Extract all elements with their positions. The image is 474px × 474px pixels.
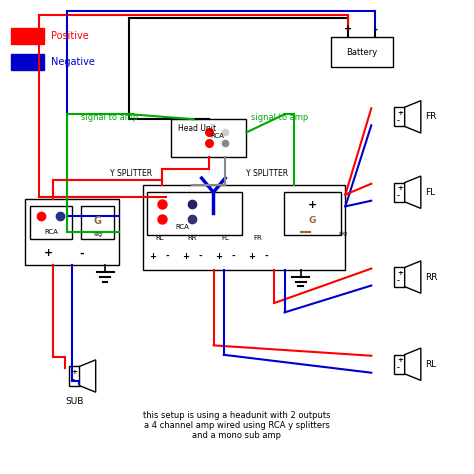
- Polygon shape: [80, 360, 96, 392]
- Text: -: -: [72, 377, 74, 383]
- Text: Negative: Negative: [51, 57, 95, 67]
- FancyBboxPatch shape: [394, 107, 405, 127]
- Text: +: +: [149, 252, 155, 261]
- Text: RCA: RCA: [176, 224, 190, 230]
- Text: -: -: [397, 118, 400, 124]
- Text: RR: RR: [188, 235, 197, 241]
- Text: signal to amp: signal to amp: [82, 113, 139, 122]
- Text: Battery: Battery: [346, 47, 377, 56]
- Text: -: -: [264, 252, 268, 261]
- FancyBboxPatch shape: [147, 192, 242, 235]
- Text: +: +: [397, 109, 403, 116]
- Text: +: +: [72, 369, 78, 375]
- Text: +: +: [397, 185, 403, 191]
- FancyBboxPatch shape: [25, 199, 119, 265]
- Text: RL: RL: [155, 235, 164, 241]
- Text: FR: FR: [426, 112, 437, 121]
- Text: +: +: [44, 248, 53, 258]
- Text: FL: FL: [221, 235, 229, 241]
- FancyBboxPatch shape: [331, 36, 392, 67]
- Text: Y SPLITTER: Y SPLITTER: [246, 169, 289, 178]
- Text: G: G: [309, 216, 316, 225]
- Text: signal to amp: signal to amp: [251, 113, 309, 122]
- FancyBboxPatch shape: [284, 192, 341, 235]
- Text: G: G: [94, 216, 102, 226]
- FancyBboxPatch shape: [394, 355, 405, 374]
- Text: +: +: [308, 200, 317, 210]
- Text: -: -: [397, 365, 400, 372]
- Text: -: -: [397, 278, 400, 284]
- Text: -: -: [397, 193, 400, 200]
- Polygon shape: [405, 176, 421, 209]
- Text: SUB: SUB: [65, 397, 83, 406]
- Text: -: -: [165, 252, 169, 261]
- Text: RCA: RCA: [211, 133, 225, 139]
- FancyBboxPatch shape: [11, 54, 44, 70]
- Text: +: +: [397, 357, 403, 363]
- Text: +: +: [247, 252, 255, 261]
- Text: FL: FL: [426, 188, 436, 197]
- Text: -: -: [374, 24, 377, 35]
- FancyBboxPatch shape: [143, 185, 346, 270]
- Text: +: +: [182, 252, 189, 261]
- Text: +: +: [344, 24, 353, 35]
- FancyBboxPatch shape: [171, 119, 246, 157]
- Text: RCA: RCA: [44, 228, 58, 235]
- Text: Y SPLITTER: Y SPLITTER: [110, 169, 152, 178]
- Text: RR: RR: [426, 273, 438, 282]
- FancyBboxPatch shape: [69, 366, 80, 386]
- FancyBboxPatch shape: [30, 206, 72, 239]
- Text: Positive: Positive: [51, 31, 89, 41]
- Text: +: +: [397, 270, 403, 276]
- Polygon shape: [405, 348, 421, 381]
- Text: this setup is using a headunit with 2 outputs
a 4 channel amp wired using RCA y : this setup is using a headunit with 2 ou…: [143, 410, 331, 440]
- Polygon shape: [405, 100, 421, 133]
- Polygon shape: [405, 261, 421, 293]
- FancyBboxPatch shape: [11, 28, 44, 44]
- Text: FR: FR: [254, 235, 263, 241]
- Text: sig: sig: [338, 231, 347, 236]
- Text: +: +: [215, 252, 222, 261]
- Text: -: -: [79, 248, 84, 258]
- FancyBboxPatch shape: [394, 182, 405, 202]
- Text: RL: RL: [426, 360, 437, 369]
- Text: Head Unit: Head Unit: [178, 124, 217, 133]
- FancyBboxPatch shape: [394, 267, 405, 287]
- Text: sig: sig: [93, 232, 102, 237]
- Text: -: -: [199, 252, 202, 261]
- FancyBboxPatch shape: [82, 206, 115, 239]
- Text: -: -: [231, 252, 235, 261]
